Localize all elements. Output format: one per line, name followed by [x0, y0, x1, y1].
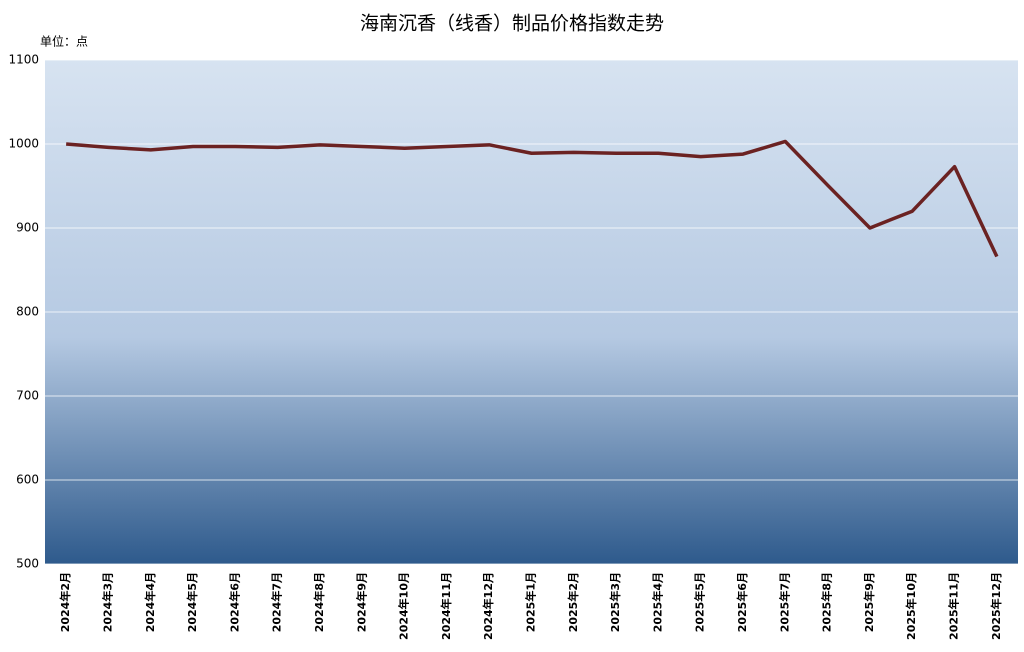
- chart-title: 海南沉香（线香）制品价格指数走势: [360, 13, 664, 35]
- x-tick-label: 2025年12月: [989, 572, 1003, 640]
- x-tick-label: 2024年3月: [100, 572, 114, 632]
- x-tick-label: 2025年5月: [693, 572, 707, 632]
- x-tick-label: 2024年7月: [270, 572, 284, 632]
- x-tick-label: 2024年4月: [143, 572, 157, 632]
- y-tick-label: 1000: [8, 137, 39, 151]
- x-tick-label: 2025年6月: [735, 572, 749, 632]
- x-tick-label: 2024年10月: [397, 572, 411, 640]
- x-tick-label: 2025年9月: [862, 572, 876, 632]
- x-tick-label: 2025年4月: [650, 572, 664, 632]
- x-tick-label: 2025年3月: [608, 572, 622, 632]
- x-tick-label: 2024年9月: [354, 572, 368, 632]
- x-tick-label: 2025年10月: [904, 572, 918, 640]
- y-tick-label: 1100: [8, 53, 39, 67]
- x-tick-label: 2024年6月: [227, 572, 241, 632]
- x-tick-label: 2025年11月: [947, 572, 961, 640]
- x-tick-label: 2025年8月: [820, 572, 834, 632]
- y-axis-label: 单位：点: [40, 34, 88, 49]
- x-tick-label: 2024年11月: [439, 572, 453, 640]
- x-tick-label: 2025年2月: [566, 572, 580, 632]
- data-line: [66, 139, 999, 258]
- x-tick-label: 2024年2月: [58, 572, 72, 632]
- x-tick-label: 2025年7月: [777, 572, 791, 632]
- y-tick-label: 700: [16, 389, 39, 403]
- x-tick-label: 2025年1月: [524, 572, 538, 632]
- x-tick-label: 2024年8月: [312, 572, 326, 632]
- y-tick-label: 900: [16, 221, 39, 235]
- x-tick-label: 2024年12月: [481, 572, 495, 640]
- y-tick-label: 500: [16, 557, 39, 571]
- x-tick-label: 2024年5月: [185, 572, 199, 632]
- y-tick-label: 800: [16, 305, 39, 319]
- y-tick-label: 600: [16, 473, 39, 487]
